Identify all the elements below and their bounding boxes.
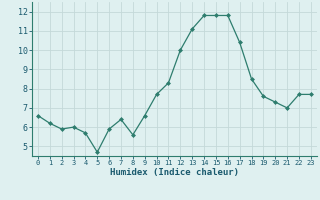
X-axis label: Humidex (Indice chaleur): Humidex (Indice chaleur) — [110, 168, 239, 177]
